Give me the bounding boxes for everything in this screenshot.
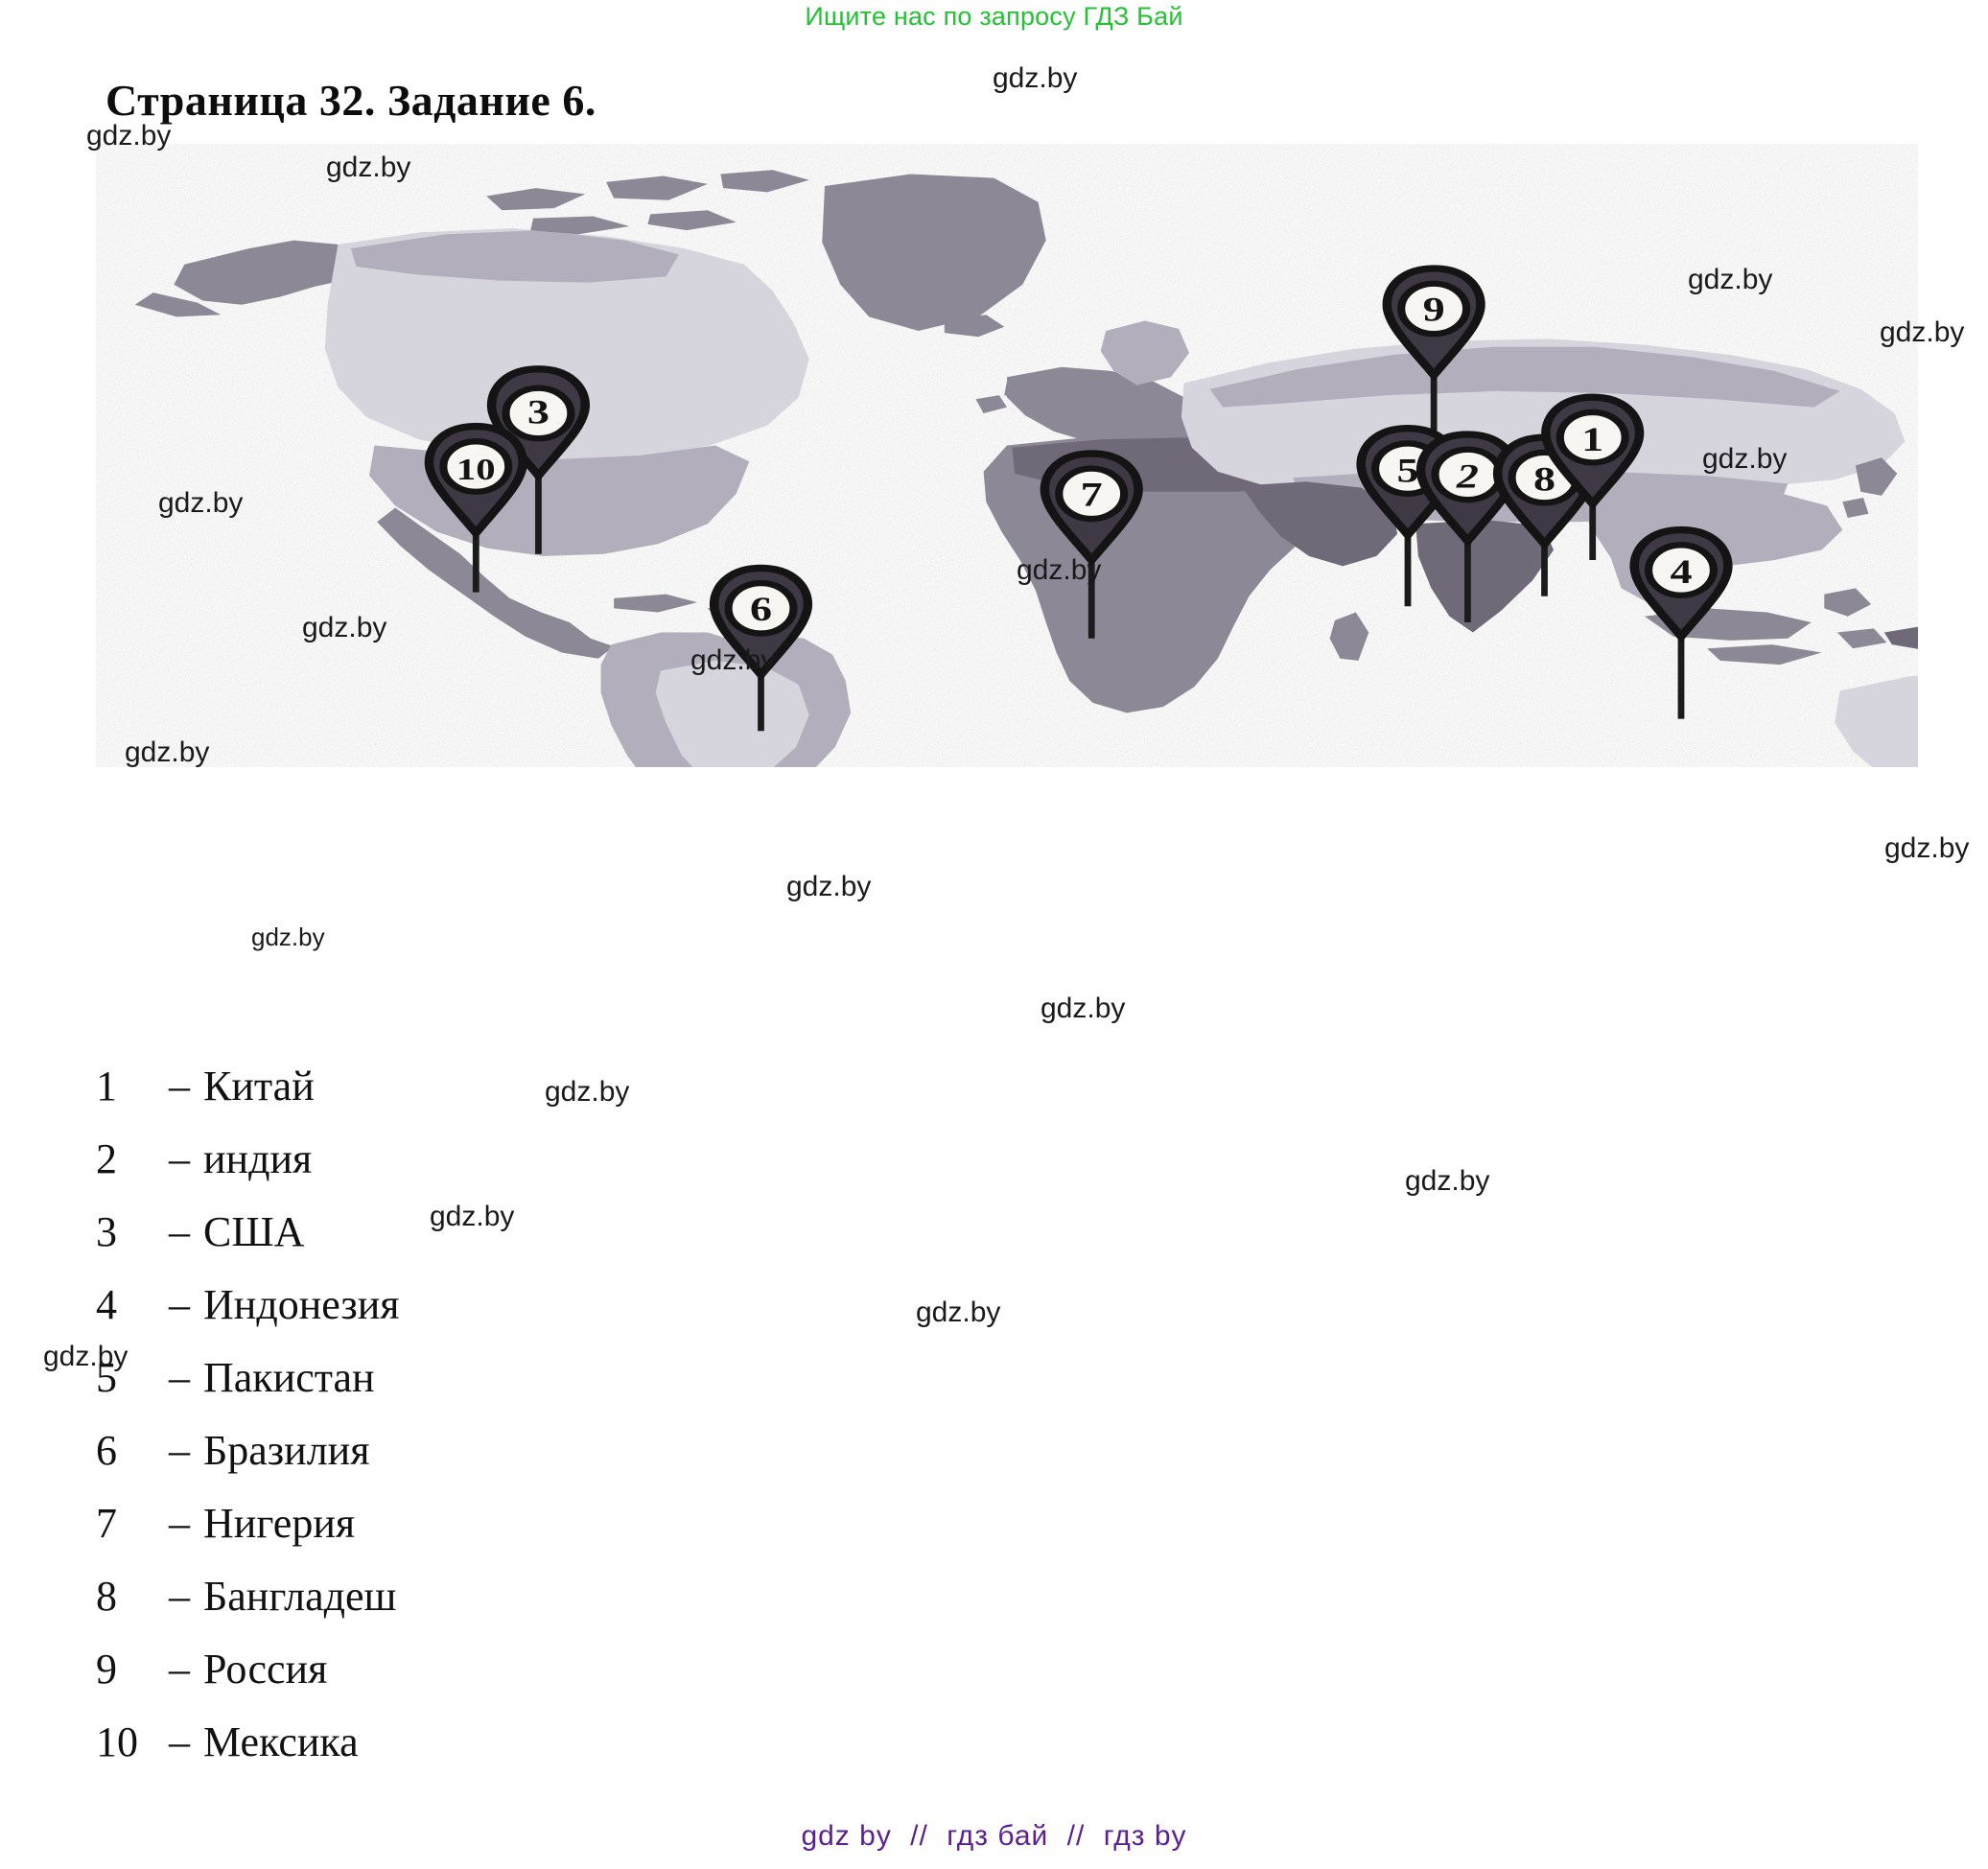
map-pin-9[interactable]: 9 [1387, 269, 1481, 436]
land-iceland [944, 315, 1005, 338]
answer-row: 10 – Мексика [96, 1706, 767, 1779]
footer-links: gdz by // гдз бай // гдз by [0, 1820, 1988, 1853]
land-canada-north [351, 230, 679, 283]
page-title: Страница 32. Задание 6. [105, 76, 596, 125]
land-australia [1835, 675, 1918, 767]
footer-link-gdz-by[interactable]: gdz by [801, 1820, 892, 1852]
land-europe [1007, 366, 1205, 448]
answer-row: 4 – Индонезия [96, 1269, 767, 1342]
answer-list: 1 – Китай 2 – индия 3 – США 4 – Индонези… [96, 1050, 767, 1779]
footer-separator: // [1066, 1820, 1086, 1852]
map-pin-7[interactable]: 7 [1044, 454, 1138, 639]
answer-country: Пакистан [203, 1354, 375, 1401]
land-russia-north [1209, 346, 1840, 408]
answer-dash: – [169, 1646, 190, 1693]
answer-dash: – [169, 1500, 190, 1547]
map-pin-3[interactable]: 3 [492, 369, 586, 554]
watermark: gdz.by [786, 871, 872, 902]
answer-number: 9 [96, 1646, 117, 1693]
map-pin-label: 6 [750, 590, 772, 628]
answer-country: Мексика [203, 1718, 359, 1765]
map-pin-label: 2 [1456, 457, 1479, 496]
watermark: gdz.by [1041, 993, 1126, 1024]
answer-row: 1 – Китай [96, 1050, 767, 1123]
answer-number: 4 [96, 1281, 117, 1328]
answer-country: индия [203, 1135, 313, 1182]
land-scandinavia [1100, 320, 1189, 385]
land-japan [1842, 457, 1898, 518]
map-pin-label: 9 [1423, 291, 1445, 329]
land-middle-east [1241, 481, 1398, 567]
land-canada [324, 228, 809, 462]
watermark: gdz.by [251, 923, 325, 951]
footer-link-gdz-bai[interactable]: гдз бай [947, 1820, 1049, 1852]
land-new-guinea [1883, 626, 1918, 649]
answer-country: Россия [203, 1646, 328, 1693]
answer-row: 2 – индия [96, 1123, 767, 1196]
promo-banner: Ищите нас по запросу ГДЗ Бай [805, 2, 1183, 31]
answer-number: 6 [96, 1427, 117, 1474]
map-pin-4[interactable]: 4 [1634, 530, 1728, 719]
map-pin-layer: 3 10 6 7 [429, 269, 1728, 732]
land-indonesia [1645, 588, 1887, 666]
answer-row: 5 – Пакистан [96, 1342, 767, 1414]
map-pin-label: 3 [527, 392, 550, 431]
map-pin-label: 4 [1670, 552, 1692, 591]
answer-dash: – [169, 1718, 190, 1765]
world-map-svg: 3 10 6 7 [134, 170, 1918, 767]
land-british-isles [975, 375, 1046, 413]
land-caribbean [614, 594, 786, 627]
watermark: gdz.by [1405, 1165, 1490, 1197]
answer-row: 9 – Россия [96, 1633, 767, 1706]
watermark: gdz.by [1884, 832, 1970, 864]
map-pin-10[interactable]: 10 [429, 427, 523, 593]
answer-number: 3 [96, 1208, 117, 1255]
watermark: gdz.by [916, 1297, 1001, 1328]
map-landmasses [134, 170, 1918, 767]
world-map-figure: 3 10 6 7 [96, 144, 1918, 767]
map-pin-1[interactable]: 1 [1546, 397, 1640, 561]
land-mexico [377, 507, 615, 659]
watermark: gdz.by [993, 62, 1078, 94]
land-south-america-light [655, 660, 809, 767]
answer-row: 7 – Нигерия [96, 1487, 767, 1560]
answer-dash: – [169, 1573, 190, 1620]
footer-separator: // [910, 1820, 928, 1852]
answer-number: 8 [96, 1573, 117, 1620]
answer-country: Индонезия [203, 1281, 400, 1328]
answer-dash: – [169, 1354, 190, 1401]
answer-number: 1 [96, 1063, 117, 1110]
answer-dash: – [169, 1208, 190, 1255]
answer-dash: – [169, 1281, 190, 1328]
footer-link-gdz-by-2[interactable]: гдз by [1103, 1820, 1187, 1852]
land-alaska [134, 240, 364, 317]
answer-dash: – [169, 1427, 190, 1474]
answer-number: 5 [96, 1354, 117, 1401]
answer-row: 6 – Бразилия [96, 1414, 767, 1487]
answer-country: Бангладеш [203, 1573, 397, 1620]
answer-dash: – [169, 1135, 190, 1182]
land-arctic-islands [486, 170, 809, 235]
map-pin-label: 7 [1081, 475, 1103, 513]
answer-country: Китай [203, 1063, 315, 1110]
answer-dash: – [169, 1063, 190, 1110]
map-pin-6[interactable]: 6 [714, 568, 808, 732]
answer-country: Бразилия [203, 1427, 370, 1474]
answer-row: 3 – США [96, 1196, 767, 1269]
answer-country: Нигерия [203, 1500, 356, 1547]
land-greenland [822, 174, 1046, 331]
land-india [1415, 520, 1554, 633]
answer-number: 7 [96, 1500, 117, 1547]
map-pin-label: 1 [1581, 420, 1603, 458]
answer-row: 8 – Бангладеш [96, 1560, 767, 1633]
answer-country: США [203, 1208, 305, 1255]
map-pin-label: 8 [1533, 460, 1555, 499]
land-madagascar [1329, 612, 1369, 661]
map-pin-label: 5 [1396, 451, 1418, 489]
answer-number: 10 [96, 1718, 138, 1765]
map-pin-label: 10 [456, 453, 496, 486]
answer-number: 2 [96, 1135, 117, 1182]
